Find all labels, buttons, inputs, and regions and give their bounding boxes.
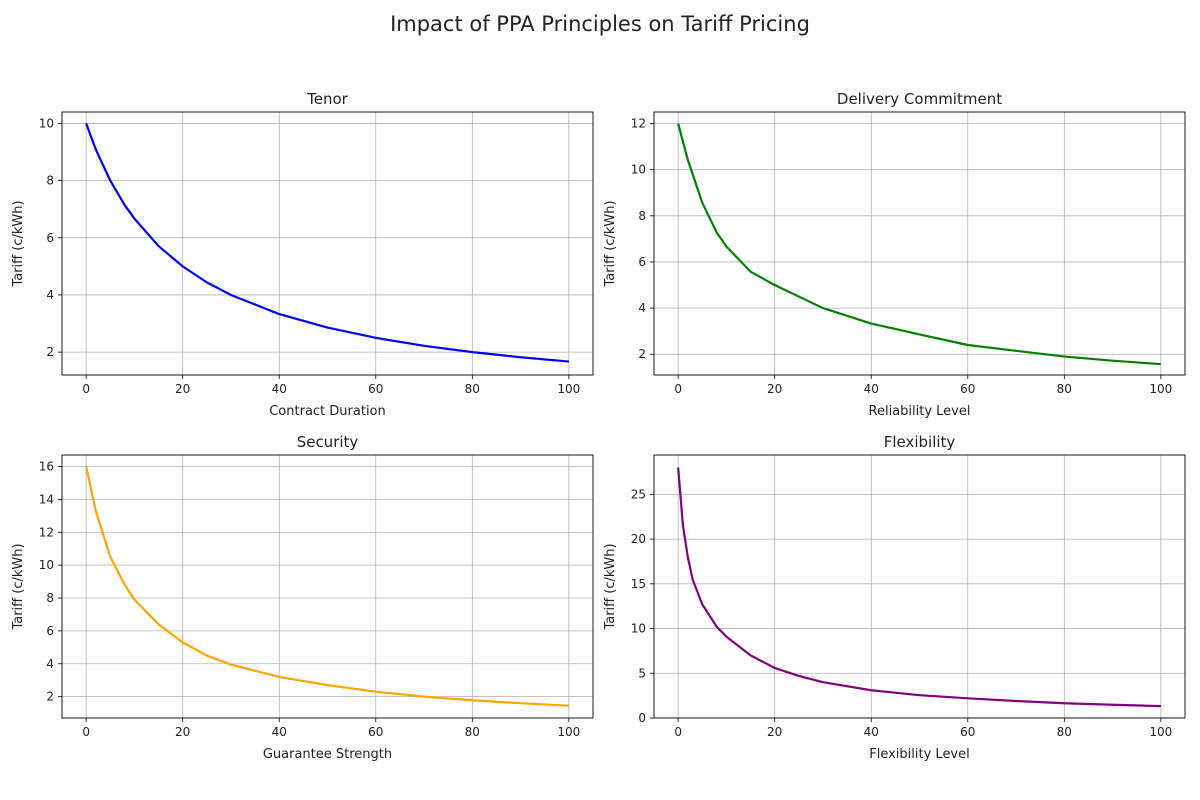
- x-tick-label: 40: [864, 382, 879, 396]
- subplot-title: Tenor: [306, 90, 349, 108]
- x-tick-label: 40: [272, 382, 287, 396]
- y-axis-label: Tariff (c/kWh): [603, 543, 618, 630]
- x-tick-label: 0: [82, 382, 90, 396]
- subplot-3: 0 20 40 60 80 100 2 4 6 8 10 12 14 16 Security Guarante…: [11, 433, 594, 762]
- subplot-title: Security: [297, 433, 359, 451]
- x-tick-label: 100: [1149, 725, 1172, 739]
- x-tick-label: 20: [767, 382, 782, 396]
- x-tick-label: 100: [557, 382, 580, 396]
- y-tick-label: 8: [638, 209, 646, 223]
- subplot-title: Delivery Commitment: [837, 90, 1002, 108]
- x-tick-label: 0: [82, 725, 90, 739]
- subplot-4: 0 20 40 60 80 100 0 5 10 15 20 25 Flexibility Flexibi…: [603, 433, 1186, 762]
- y-tick-label: 8: [46, 174, 54, 188]
- y-tick-label: 6: [46, 231, 54, 245]
- y-tick-label: 8: [46, 591, 54, 605]
- x-tick-label: 60: [368, 725, 383, 739]
- x-tick-label: 20: [767, 725, 782, 739]
- y-tick-label: 4: [46, 657, 54, 671]
- y-tick-label: 4: [638, 301, 646, 315]
- x-tick-label: 80: [465, 382, 480, 396]
- x-tick-label: 80: [1057, 382, 1072, 396]
- x-axis-label: Flexibility Level: [869, 747, 970, 762]
- subplot-2: 0 20 40 60 80 100 2 4 6 8 10 12 Delivery Commitment R…: [603, 90, 1186, 419]
- y-tick-label: 15: [631, 577, 646, 591]
- y-axis-label: Tariff (c/kWh): [11, 200, 26, 287]
- y-tick-label: 5: [638, 666, 646, 680]
- subplot-1: 0 20 40 60 80 100 2 4 6 8 10 Tenor Contract Duration…: [11, 90, 594, 419]
- x-tick-label: 20: [175, 382, 190, 396]
- y-tick-label: 10: [631, 163, 646, 177]
- x-tick-label: 100: [1149, 382, 1172, 396]
- y-tick-label: 6: [46, 624, 54, 638]
- y-tick-label: 10: [39, 558, 54, 572]
- y-tick-label: 6: [638, 255, 646, 269]
- x-tick-label: 0: [674, 725, 682, 739]
- series-line: [85, 123, 569, 363]
- subplot-title: Flexibility: [884, 433, 956, 451]
- series-line: [677, 467, 1161, 708]
- x-axis-label: Contract Duration: [269, 404, 386, 419]
- x-tick-label: 100: [557, 725, 580, 739]
- y-tick-label: 20: [631, 532, 646, 546]
- y-tick-label: 4: [46, 288, 54, 302]
- x-tick-label: 60: [368, 382, 383, 396]
- y-tick-label: 2: [638, 347, 646, 361]
- y-tick-label: 12: [39, 525, 54, 539]
- axes-frame: [653, 454, 1186, 719]
- x-tick-label: 80: [465, 725, 480, 739]
- series-line: [85, 466, 569, 707]
- x-tick-label: 0: [674, 382, 682, 396]
- y-tick-label: 16: [39, 460, 54, 474]
- y-axis-label: Tariff (c/kWh): [11, 543, 26, 630]
- y-tick-label: 10: [631, 622, 646, 636]
- y-axis-label: Tariff (c/kWh): [603, 200, 618, 287]
- axes-frame: [61, 454, 594, 719]
- axes-frame: [61, 111, 594, 376]
- y-tick-label: 25: [631, 487, 646, 501]
- y-tick-label: 2: [46, 345, 54, 359]
- y-tick-label: 0: [638, 711, 646, 725]
- y-tick-label: 14: [39, 492, 54, 506]
- y-tick-label: 10: [39, 116, 54, 130]
- axes-frame: [653, 111, 1186, 376]
- x-axis-label: Guarantee Strength: [263, 747, 392, 762]
- y-tick-label: 2: [46, 690, 54, 704]
- y-tick-label: 12: [631, 117, 646, 131]
- x-axis-label: Reliability Level: [869, 404, 971, 419]
- x-tick-label: 60: [960, 382, 975, 396]
- x-tick-label: 60: [960, 725, 975, 739]
- x-tick-label: 80: [1057, 725, 1072, 739]
- x-tick-label: 40: [864, 725, 879, 739]
- series-line: [677, 123, 1161, 366]
- x-tick-label: 20: [175, 725, 190, 739]
- figure-title: Impact of PPA Principles on Tariff Prici…: [390, 12, 810, 36]
- x-tick-label: 40: [272, 725, 287, 739]
